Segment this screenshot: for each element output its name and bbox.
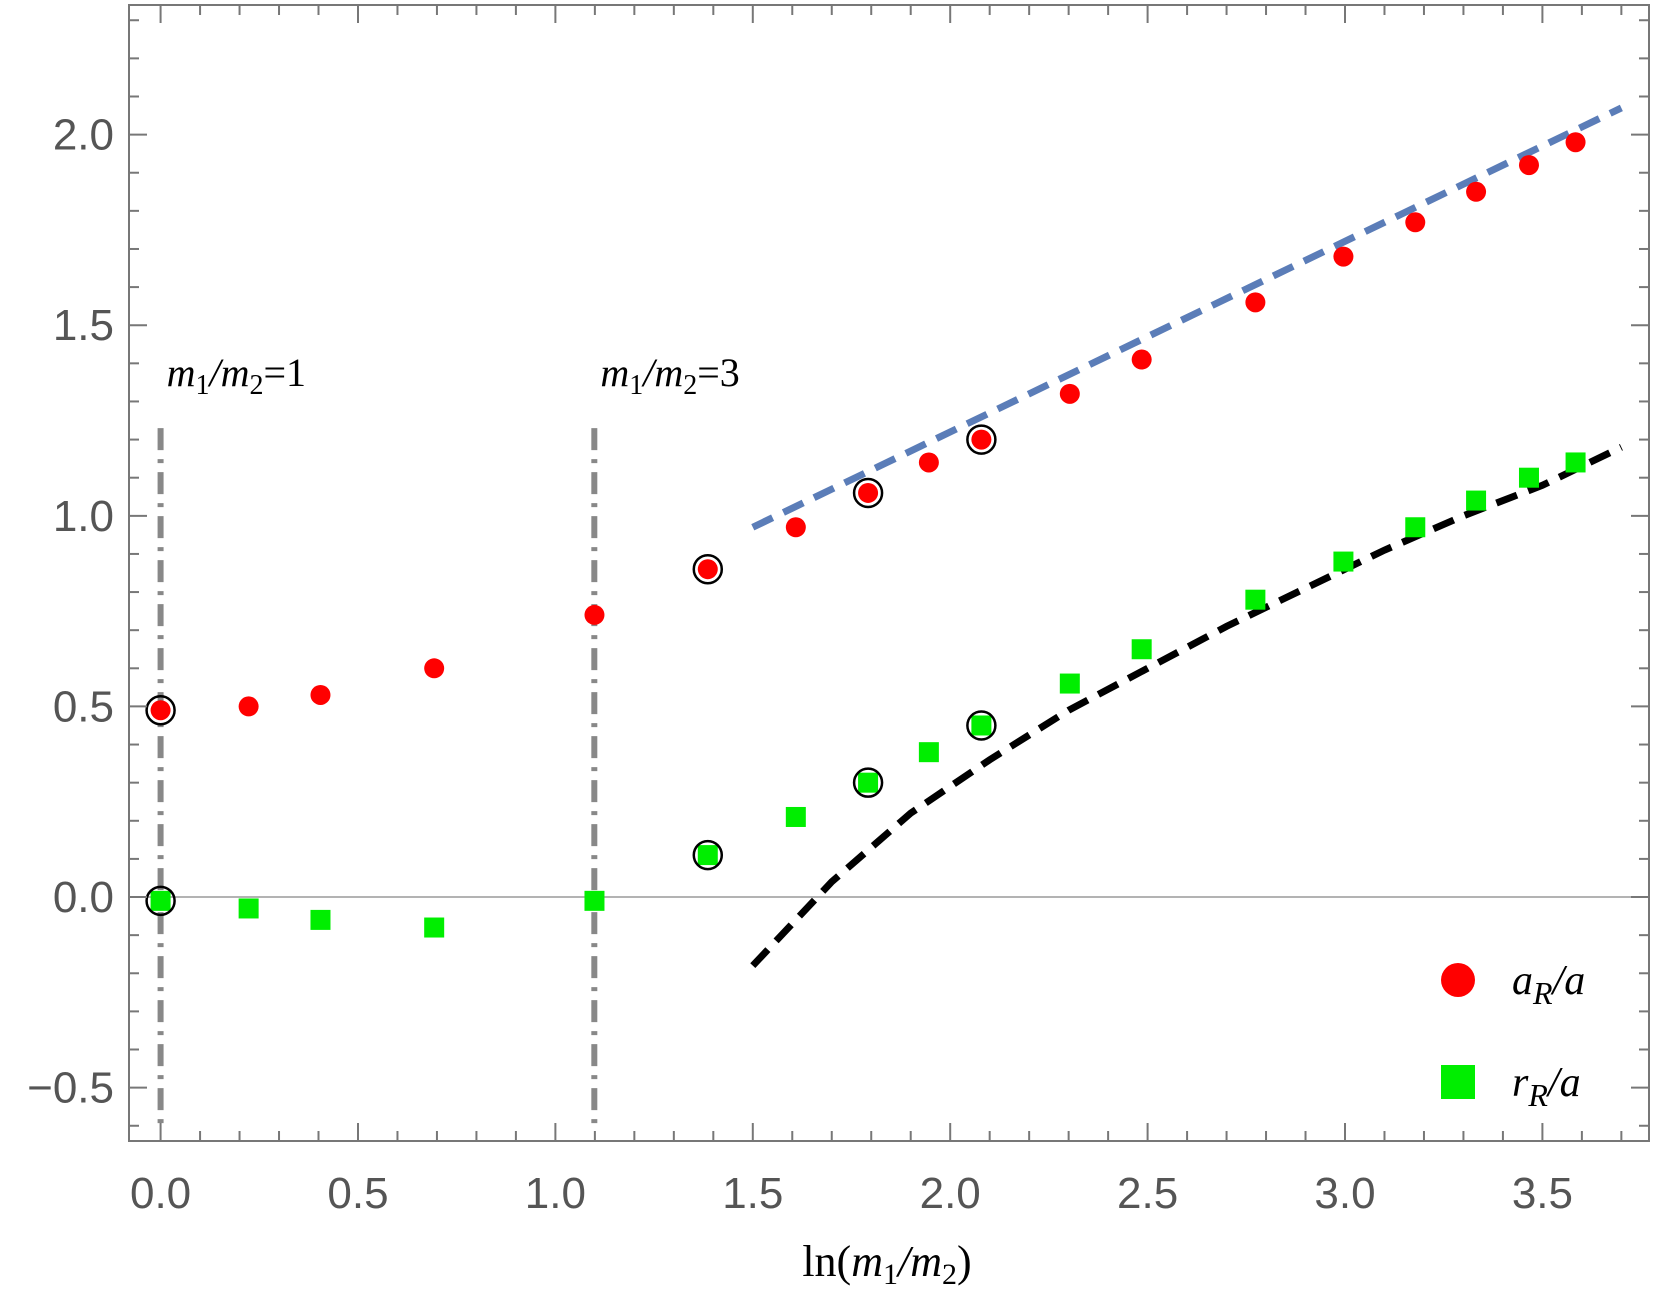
x-tick-label: 1.5 <box>722 1169 783 1218</box>
point-rR-5 <box>697 845 718 866</box>
highlight-ring-rR-7 <box>852 767 884 798</box>
vline-label-1: m1/m2=1 <box>167 350 306 401</box>
point-rR-12 <box>1245 589 1266 610</box>
x-axis-title-sub1: 1 <box>883 1258 898 1291</box>
x-tick-label: 2.5 <box>1117 1169 1178 1218</box>
tick-labels: 0.0 0.5 1.0 1.5 2.0 2.5 3.0 3.5 −0.5 0.0 0.5 1.0 1.5… <box>27 111 1573 1218</box>
y-tick-label: 0.5 <box>53 682 114 731</box>
highlight-ring-aR-9 <box>966 424 997 455</box>
vline-labels: m1/m2=1 m1/m2=3 <box>167 350 740 401</box>
vline-label-part: /m <box>641 350 683 395</box>
legend-label-main: a <box>1512 958 1533 1004</box>
point-rR-10 <box>1059 673 1080 694</box>
point-rR-15 <box>1466 490 1487 511</box>
black-dashed-fit <box>750 444 1623 969</box>
fit-lines <box>750 104 1623 969</box>
x-axis-title-prefix: ln( <box>802 1237 851 1286</box>
point-aR-0 <box>150 700 171 721</box>
x-axis-title-m1: m <box>851 1237 883 1286</box>
point-aR-7 <box>858 482 879 503</box>
highlight-ring-aR-0 <box>145 694 176 726</box>
vline-label-part: m <box>167 350 196 395</box>
vline-label-part: m <box>600 350 629 395</box>
point-aR-5 <box>697 559 718 580</box>
vline-label-part: =3 <box>697 350 740 395</box>
point-aR-14 <box>1405 212 1426 233</box>
y-tick-label: −0.5 <box>27 1064 114 1113</box>
legend-label-main: r <box>1512 1060 1529 1106</box>
point-rR-6 <box>785 806 806 827</box>
highlight-ring-rR-9 <box>966 710 997 741</box>
vline-label-part: /m <box>207 350 249 395</box>
legend-label-1: aR/a <box>1512 958 1585 1011</box>
point-aR-15 <box>1466 181 1487 202</box>
point-rR-16 <box>1518 467 1539 488</box>
reference-vlines <box>157 428 598 1126</box>
point-rR-9 <box>971 715 992 736</box>
highlight-ring-aR-7 <box>852 477 884 509</box>
point-rR-0 <box>150 890 171 911</box>
frame-rect <box>128 4 1650 1142</box>
vline-label-part: 2 <box>683 370 697 401</box>
point-rR-7 <box>858 772 879 793</box>
highlight-ring-rR-5 <box>692 839 724 871</box>
y-tick-label: 0.0 <box>53 873 114 922</box>
legend-label-tail: /a <box>1546 1060 1581 1106</box>
x-tick-label: 2.0 <box>920 1169 981 1218</box>
data-points <box>145 132 1586 938</box>
x-axis-title-close: ) <box>957 1237 972 1286</box>
legend: aR/arR/a <box>1441 958 1585 1113</box>
x-axis-title-sub2: 2 <box>942 1258 957 1291</box>
x-tick-label: 1.0 <box>525 1169 586 1218</box>
axis-ticks <box>129 5 1649 1141</box>
legend-marker-circle <box>1441 963 1475 997</box>
point-aR-6 <box>785 517 806 538</box>
point-rR-1 <box>238 898 259 919</box>
legend-label-sub: R <box>1527 1077 1548 1113</box>
point-aR-13 <box>1333 246 1354 267</box>
point-aR-4 <box>584 604 605 625</box>
point-rR-2 <box>310 909 331 930</box>
legend-label-2: rR/a <box>1512 1060 1581 1113</box>
point-aR-11 <box>1131 349 1152 370</box>
vline-label-part: =1 <box>263 350 306 395</box>
point-aR-9 <box>971 429 992 450</box>
point-aR-16 <box>1518 155 1539 176</box>
x-axis-title: ln(m1/m2) <box>802 1237 971 1291</box>
point-rR-4 <box>584 890 605 911</box>
x-tick-label: 0.5 <box>327 1169 388 1218</box>
x-axis-title-m2: /m <box>895 1237 942 1286</box>
point-aR-1 <box>238 696 259 717</box>
point-aR-10 <box>1059 383 1080 404</box>
vline-label-2: m1/m2=3 <box>600 350 739 401</box>
vline-label-part: 1 <box>629 370 643 401</box>
point-aR-17 <box>1565 132 1586 153</box>
y-tick-label: 2.0 <box>53 111 114 160</box>
point-aR-8 <box>918 452 939 473</box>
point-rR-13 <box>1333 551 1354 572</box>
point-rR-17 <box>1565 452 1586 473</box>
y-tick-label: 1.0 <box>53 492 114 541</box>
point-aR-2 <box>310 684 331 705</box>
legend-marker-square <box>1441 1065 1475 1099</box>
y-tick-label: 1.5 <box>53 301 114 350</box>
legend-label-tail: /a <box>1551 958 1586 1004</box>
x-tick-label: 3.0 <box>1314 1169 1375 1218</box>
legend-label-sub: R <box>1532 975 1553 1011</box>
blue-dashed-fit <box>751 104 1623 531</box>
x-tick-label: 0.0 <box>130 1169 191 1218</box>
vline-label-part: 2 <box>249 370 263 401</box>
x-tick-label: 3.5 <box>1512 1169 1573 1218</box>
plot-frame <box>128 4 1650 1142</box>
point-aR-3 <box>424 658 445 679</box>
point-aR-12 <box>1245 292 1266 313</box>
point-rR-3 <box>424 917 445 938</box>
highlight-ring-aR-5 <box>692 553 724 585</box>
vline-label-part: 1 <box>195 370 209 401</box>
highlight-ring-rR-0 <box>145 885 176 917</box>
point-rR-14 <box>1405 517 1426 538</box>
point-rR-11 <box>1131 639 1152 660</box>
point-rR-8 <box>918 742 939 763</box>
